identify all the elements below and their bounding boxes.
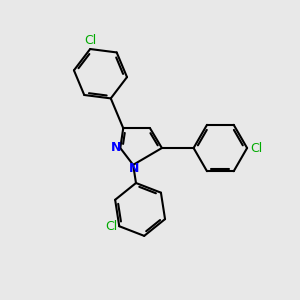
Text: N: N	[129, 162, 139, 175]
Text: Cl: Cl	[84, 34, 96, 47]
Text: Cl: Cl	[105, 220, 117, 233]
Text: N: N	[111, 140, 121, 154]
Text: Cl: Cl	[250, 142, 262, 154]
